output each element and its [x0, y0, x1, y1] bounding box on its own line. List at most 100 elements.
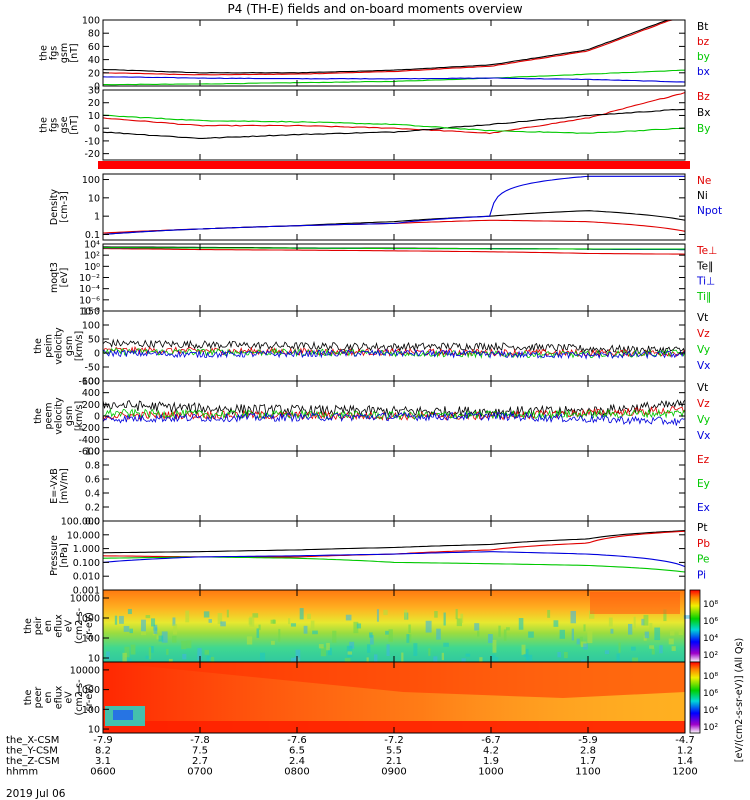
ylabel-line: [km/s] — [74, 401, 85, 431]
spectrogram-feature — [103, 662, 685, 698]
spectrogram-cell — [204, 649, 210, 655]
ytick-label: 40 — [88, 55, 100, 66]
colorbar-tick-label: 10⁸ — [703, 672, 718, 682]
spectrogram-cell — [553, 620, 559, 627]
ytick-label: 10 — [88, 111, 100, 122]
colorbar-peir_spectrogram — [689, 589, 701, 663]
legend-peim_velocity-3: Vx — [697, 360, 710, 372]
spectrogram-cell — [141, 619, 146, 632]
spectrogram-cell — [158, 635, 164, 642]
orbit-value: -7.8 — [190, 735, 210, 746]
ylabel-line: peim — [43, 334, 54, 358]
spectrogram-cell — [119, 615, 124, 624]
spectrogram-cell — [460, 613, 464, 623]
ylabel-line: [nPa] — [59, 543, 70, 568]
ylabel-line: Pressure — [49, 535, 60, 576]
panel-peem_velocity: thepeemvelocitygsm[km/s] Vt Vz Vy Vx 60040020… — [33, 377, 710, 458]
ylabel-line: fgs — [49, 46, 60, 60]
legend-fgs_gsm-2: by — [697, 51, 710, 63]
series-line-fgs_gse-1 — [102, 108, 686, 139]
legend-pressure-3: Pi — [697, 569, 706, 581]
orbit-value: -6.7 — [481, 735, 501, 746]
spectrogram-cell — [557, 652, 561, 658]
ytick-label: 50 — [88, 335, 100, 346]
ytick-label: 10⁰ — [84, 262, 100, 273]
legend-peem_velocity-2: Vy — [697, 414, 710, 426]
orbit-value: -7.6 — [287, 735, 307, 746]
panel-frame — [102, 310, 686, 382]
legend-pressure-2: Pe — [697, 554, 709, 566]
spectrogram-cell — [344, 658, 351, 662]
spectrogram-cell — [587, 630, 593, 644]
spectrogram-cell — [570, 610, 576, 624]
series-line-peim_velocity-0 — [102, 338, 686, 356]
orbit-value: 0700 — [187, 767, 212, 778]
ylabel-line: sr-eV) — [84, 612, 95, 640]
spectrogram-cell — [528, 631, 534, 638]
spectrogram-cell — [220, 621, 226, 627]
ytick-label: 20 — [88, 98, 100, 109]
ylabel-line: en — [43, 620, 54, 632]
spectrogram-cell — [498, 625, 501, 637]
spectrogram-cell — [633, 616, 636, 629]
ytick-label: 10 — [88, 725, 100, 736]
colorbar-tick-label: 10⁶ — [703, 689, 718, 699]
spectrogram-cell — [456, 618, 462, 627]
ylabel-line: E=-VxB — [49, 468, 60, 503]
ylabel-fgs_gsm: thefgsgsm[nT] — [38, 43, 80, 63]
spectrogram-cell — [369, 635, 374, 645]
spectrogram-cell — [252, 613, 259, 618]
orbit-value: 4.2 — [483, 746, 499, 757]
ylabel-line: [mV/m] — [59, 468, 70, 504]
panel-e_field: E=-VxB[mV/m] Ez Ey Ex 1.0 0.8 0.6 0.4 0.2 0.0 — [49, 447, 710, 528]
spectrogram-cell — [127, 608, 132, 615]
spectrogram-cell — [386, 644, 390, 657]
spectrogram-cell — [678, 631, 683, 636]
spectrogram-cell — [161, 631, 168, 643]
spectrogram-cell — [428, 648, 431, 656]
orbit-row-label: hhmm — [6, 767, 38, 778]
spectrogram-cell — [369, 632, 373, 638]
spectrogram-cell — [123, 626, 130, 632]
spectrogram-cell — [208, 619, 212, 623]
spectrogram-cell — [571, 628, 574, 641]
ytick-label: 100 — [82, 705, 100, 716]
ytick-label: 1000 — [76, 685, 100, 696]
ytick-label: 0 — [94, 82, 100, 93]
ytick-label: 600 — [82, 377, 100, 388]
ylabel-line: eV — [64, 691, 75, 704]
series-line-fgs_gse-2 — [102, 114, 686, 134]
spectrogram-cell — [443, 612, 446, 626]
orbit-value: 8.2 — [95, 746, 111, 757]
spectrogram-cell — [172, 617, 176, 626]
spectrogram-cell — [203, 611, 210, 618]
spectrogram-cell — [353, 621, 359, 634]
spectrogram-cell — [291, 657, 296, 664]
spectrogram-cell — [671, 646, 676, 651]
spectrogram-cell — [307, 613, 311, 620]
ylabel-line: (cm2-s- — [74, 608, 85, 644]
ylabel-line: peir — [33, 617, 44, 636]
orbit-value: 0900 — [381, 767, 406, 778]
ytick-label: 30 — [88, 86, 100, 97]
ytick-label: 10000 — [70, 665, 100, 676]
ytick-label: 0 — [94, 124, 100, 135]
orbit-value: 7.5 — [192, 746, 208, 757]
ytick-label: -10 — [84, 136, 100, 147]
legend-peem_velocity-3: Vx — [697, 430, 710, 442]
legend-fgs_gsm-3: bx — [697, 66, 710, 78]
spectrogram-cell — [151, 618, 156, 627]
spectrogram-cell — [608, 617, 613, 627]
spectrogram-cell — [246, 636, 253, 645]
legend-peem_velocity-0: Vt — [697, 382, 708, 394]
panel-peim_velocity: thepeimvelocitygsm[km/s] Vt Vz Vy Vx 150 100 50… — [33, 307, 710, 388]
spectrogram-cell — [547, 609, 551, 618]
spectrogram-cell — [488, 634, 493, 644]
ytick-label: 10⁻⁴ — [79, 284, 100, 295]
date-label: 2019 Jul 06 — [6, 788, 66, 800]
spectrogram-cell — [436, 628, 441, 640]
orbit-value: 1.7 — [580, 756, 596, 767]
spectrogram-cell — [649, 622, 653, 630]
legend-density-0: Ne — [697, 175, 711, 187]
ytick-label: 10⁻² — [79, 273, 100, 284]
